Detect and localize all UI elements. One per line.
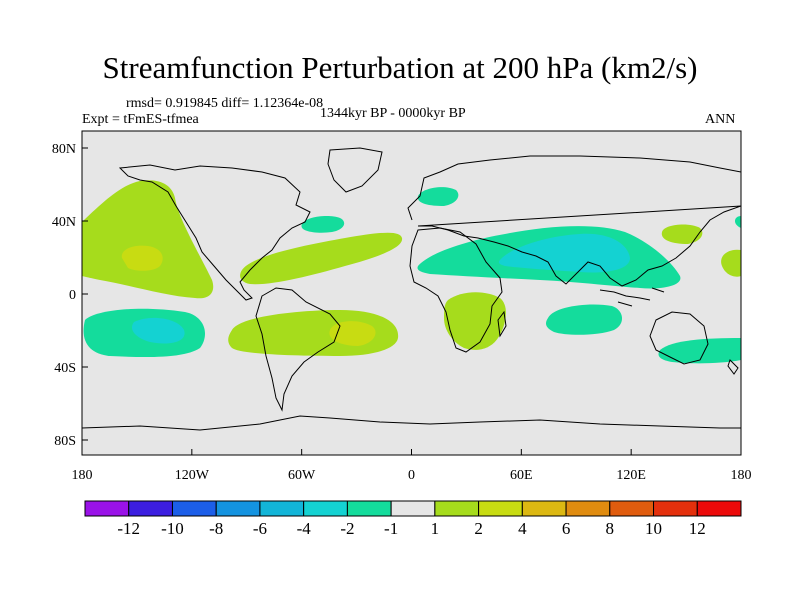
contour-australia-negative (658, 338, 741, 364)
contour-atlantic-positive (240, 232, 403, 285)
colorbar-swatch (390, 500, 436, 517)
colorbar-swatch (259, 500, 305, 517)
contour-north-pacific-positive (82, 180, 214, 299)
y-tick-label: 40S (54, 361, 76, 376)
contour-africa-positive (444, 292, 506, 350)
colorbar-swatch (303, 500, 348, 517)
x-tick-label: 60W (288, 468, 316, 483)
colorbar-label: 2 (474, 519, 483, 538)
contour-fill-layer (82, 180, 741, 364)
y-tick-label: 80S (54, 434, 76, 449)
y-tick-label: 40N (52, 215, 76, 230)
coast-madagascar (497, 310, 507, 338)
colorbar-label: 12 (689, 519, 706, 538)
colorbar-label: -2 (340, 519, 354, 538)
colorbar-swatch (696, 500, 742, 517)
coast-maritime-continent (599, 287, 665, 307)
season-label: ANN (705, 112, 736, 127)
colorbar-swatch (84, 500, 130, 517)
colorbar-label: 8 (606, 519, 615, 538)
contour-asian-core (498, 233, 630, 273)
colorbar-swatch (171, 500, 217, 517)
x-tick-label: 120E (616, 468, 646, 483)
colorbar: -12 -10 -8 -6 -4 -2 -1 1 2 4 6 8 10 12 (84, 500, 742, 538)
contour-east-asia-positive (661, 224, 703, 244)
colorbar-label: -8 (209, 519, 223, 538)
colorbar-swatch (521, 500, 567, 517)
coast-australia (649, 311, 709, 365)
colorbar-swatch (478, 500, 523, 517)
period-label: 1344kyr BP - 0000kyr BP (320, 106, 466, 121)
y-tick-label: 0 (69, 288, 76, 303)
colorbar-label: -10 (161, 519, 184, 538)
colorbar-swatch (565, 500, 611, 517)
coast-north-america (118, 164, 311, 301)
experiment-label: Expt = tFmES-tfmea (82, 112, 199, 127)
contour-north-pacific-core (121, 245, 163, 271)
contour-north-atlantic-negative (301, 216, 345, 233)
coast-south-america (255, 287, 341, 412)
colorbar-swatch (215, 500, 261, 517)
colorbar-label: 4 (518, 519, 527, 538)
colorbar-label: -6 (253, 519, 267, 538)
coast-eurasia (407, 155, 741, 287)
contour-south-atlantic-core (329, 321, 376, 346)
contour-eastern-edge-negative (734, 216, 741, 228)
x-tick-label: 60E (510, 468, 533, 483)
colorbar-swatch (609, 500, 655, 517)
y-tick-label: 80N (52, 142, 76, 157)
contour-eastern-edge-positive (721, 249, 741, 277)
colorbar-swatch (434, 500, 480, 517)
colorbar-label: -12 (117, 519, 140, 538)
colorbar-label: -4 (297, 519, 312, 538)
coast-antarctica (82, 415, 741, 431)
colorbar-swatch (653, 500, 698, 517)
coast-new-zealand (727, 359, 739, 375)
axis-ticks: 180 120W 60W 0 60E 120E 180 80N 40N 0 40S 80S (52, 142, 752, 483)
contour-indian-ocean-negative (546, 304, 623, 335)
x-tick-label: 180 (72, 468, 93, 483)
colorbar-swatch (346, 500, 392, 517)
x-tick-label: 120W (175, 468, 210, 483)
colorbar-label: 6 (562, 519, 571, 538)
colorbar-swatch (128, 500, 173, 517)
contour-europe-negative (417, 187, 459, 206)
coast-greenland (327, 147, 383, 193)
chart-title: Streamfunction Perturbation at 200 hPa (… (102, 50, 698, 85)
x-tick-label: 0 (408, 468, 415, 483)
stats-line: rmsd= 0.919845 diff= 1.12364e-08 (126, 96, 324, 111)
contour-south-pacific-core (131, 317, 185, 344)
coastlines (82, 147, 741, 431)
colorbar-label: -1 (384, 519, 398, 538)
coast-africa (409, 227, 503, 353)
colorbar-label: 10 (645, 519, 662, 538)
colorbar-label: 1 (431, 519, 440, 538)
x-tick-label: 180 (731, 468, 752, 483)
